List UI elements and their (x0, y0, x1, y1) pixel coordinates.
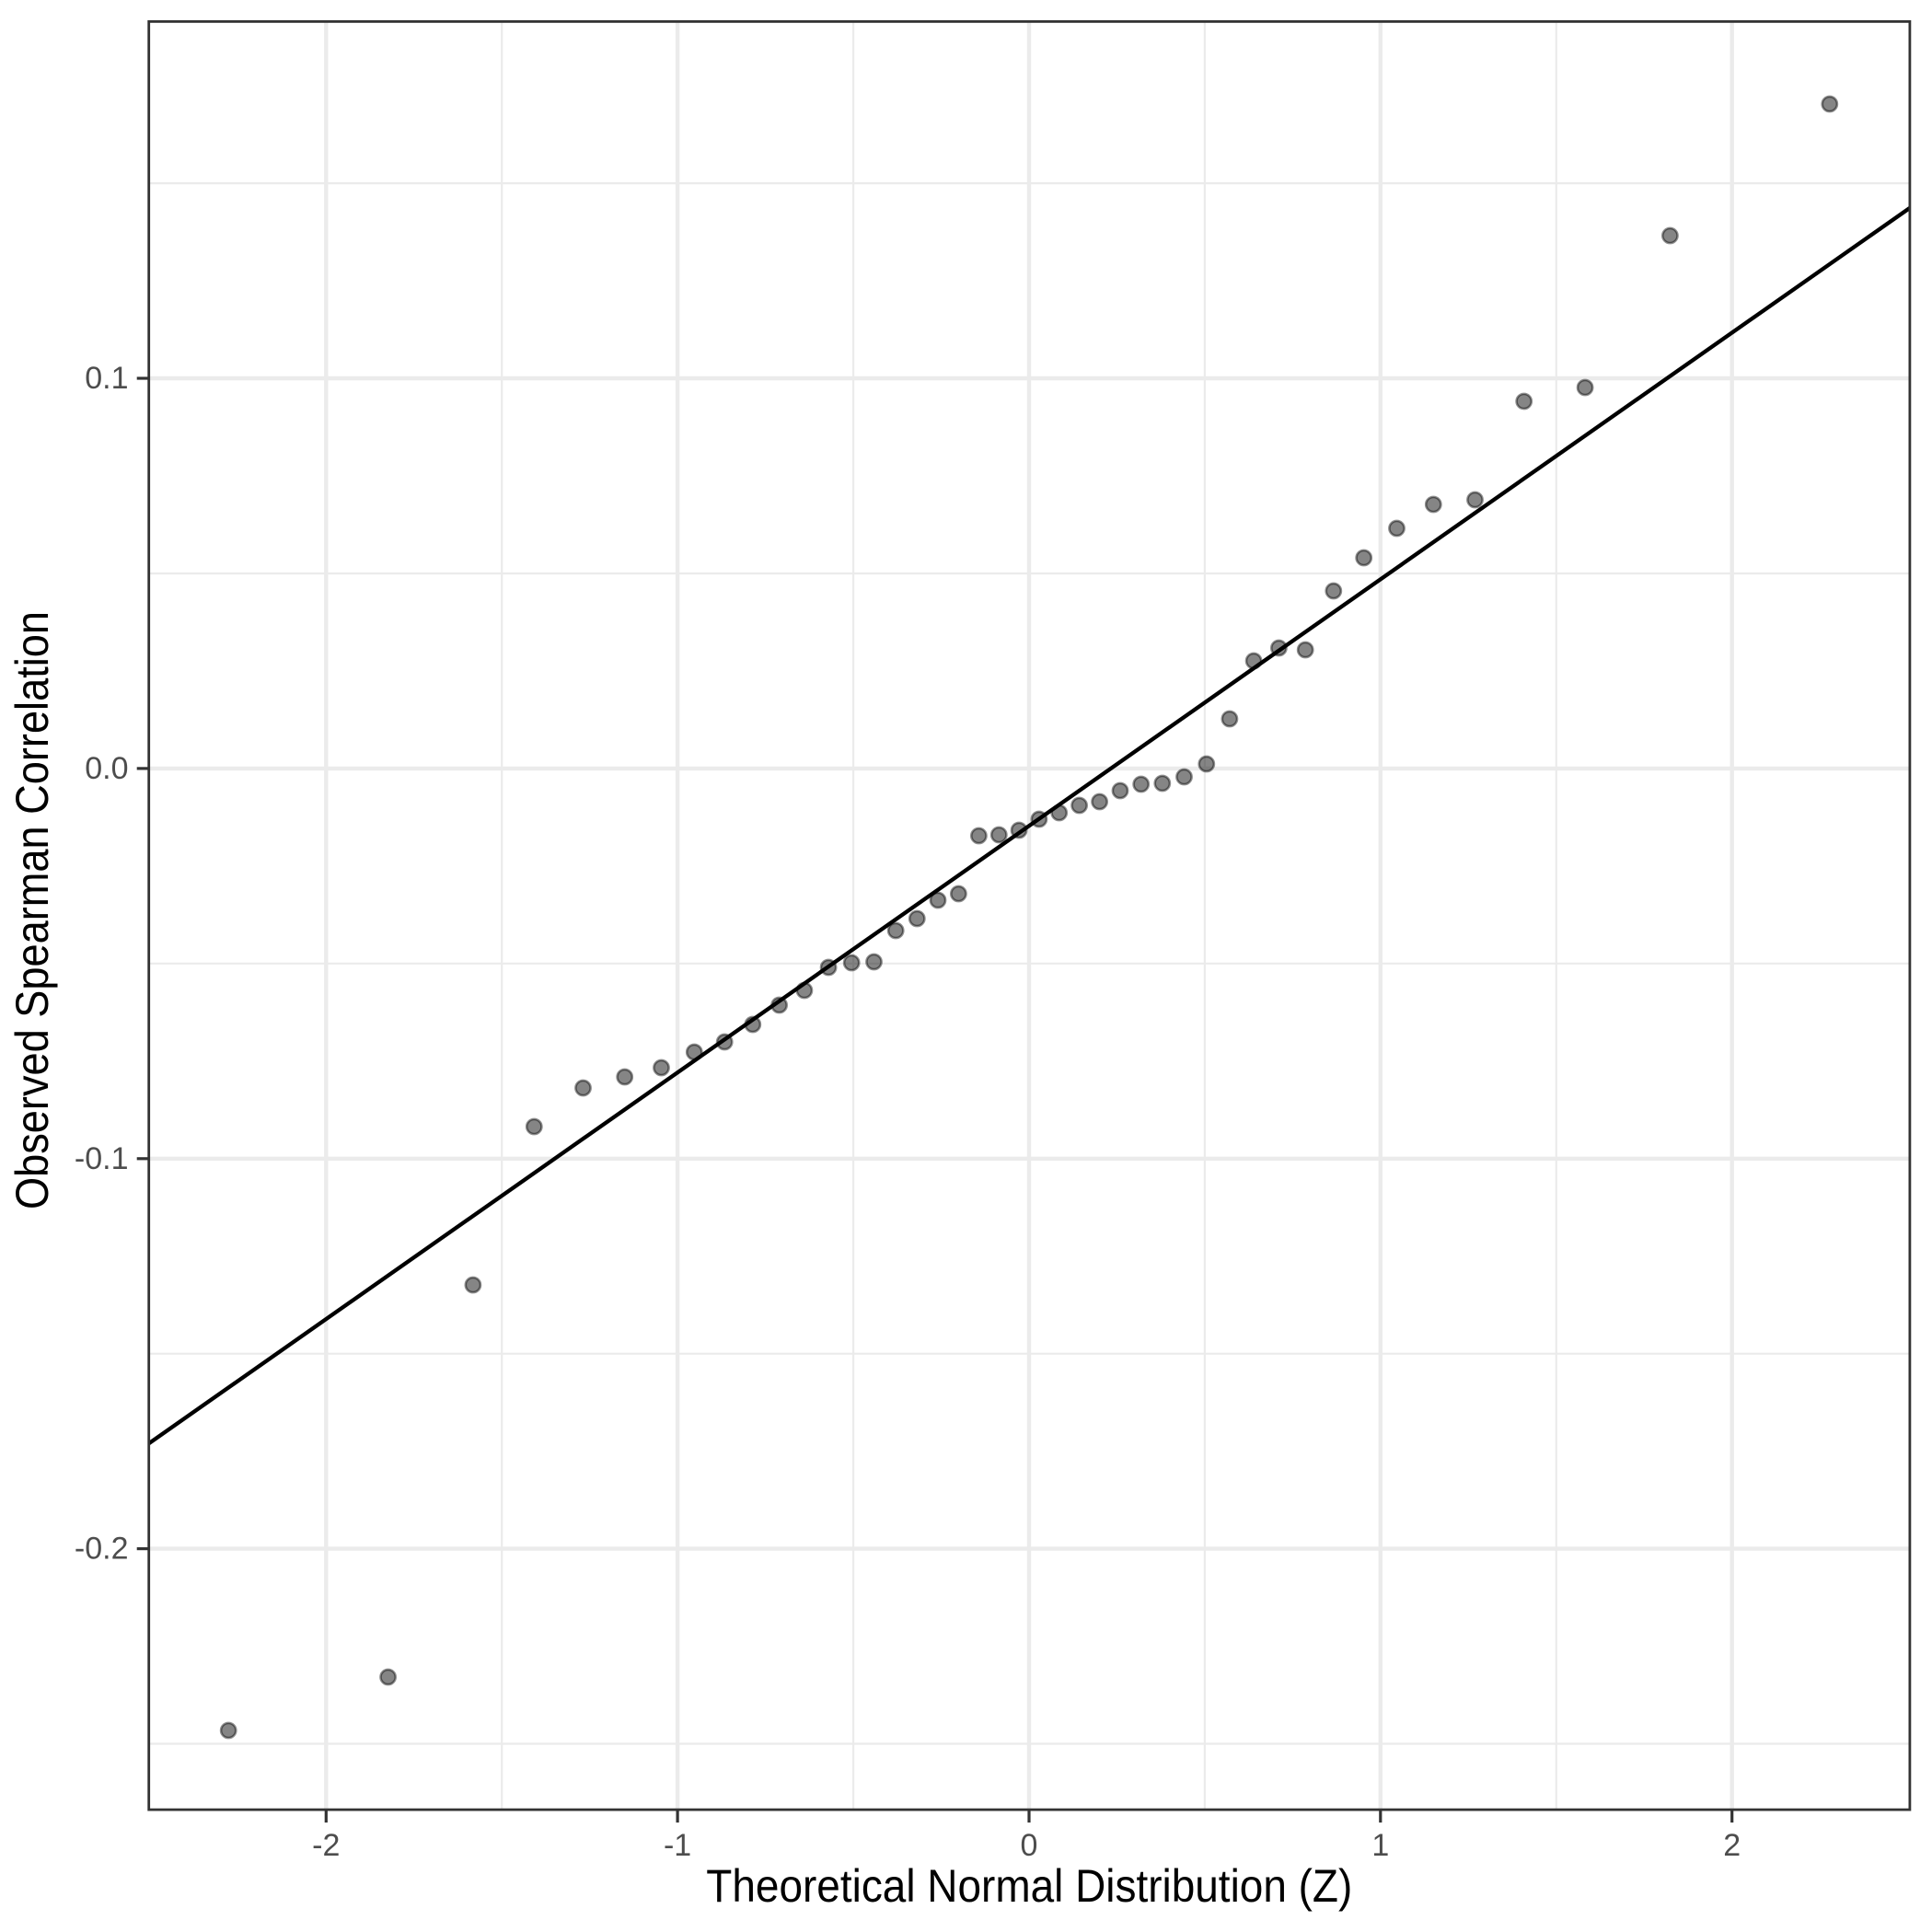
svg-text:2: 2 (1723, 1828, 1741, 1863)
svg-text:-0.1: -0.1 (75, 1141, 129, 1176)
svg-text:-2: -2 (312, 1828, 340, 1863)
svg-text:1: 1 (1371, 1828, 1389, 1863)
svg-text:Observed Spearman Correlation: Observed Spearman Correlation (6, 611, 58, 1209)
svg-text:-0.2: -0.2 (75, 1532, 129, 1567)
svg-text:0.1: 0.1 (85, 361, 128, 396)
svg-text:0: 0 (1021, 1828, 1038, 1863)
svg-text:Theoretical Normal Distributio: Theoretical Normal Distribution (Z) (706, 1860, 1352, 1912)
svg-text:-1: -1 (664, 1828, 691, 1863)
svg-text:0.0: 0.0 (85, 751, 128, 786)
